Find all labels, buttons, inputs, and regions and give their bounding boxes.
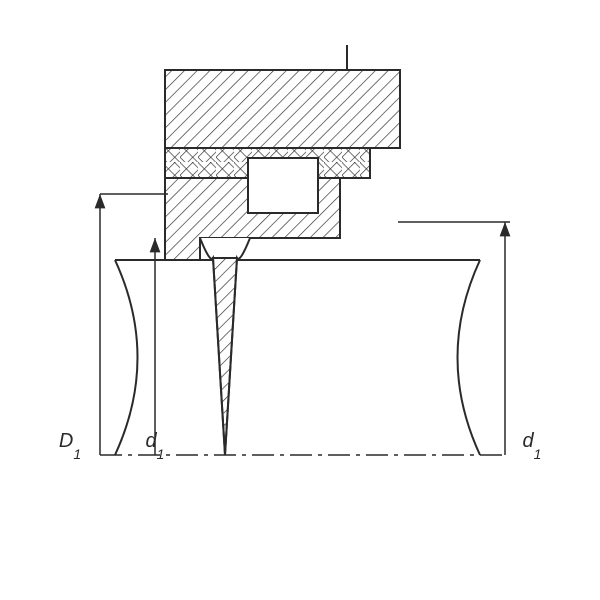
dimension-d1-right-label: d1 xyxy=(523,430,542,462)
break-arc-left xyxy=(115,260,138,455)
dimension-D1: D1 xyxy=(59,194,106,462)
outer-ring xyxy=(165,70,400,148)
dimension-d1-right: d1 xyxy=(500,222,542,462)
dimension-d1-left: d1 xyxy=(146,238,165,462)
break-arc-right xyxy=(458,260,481,455)
dimension-D1-label: D1 xyxy=(59,430,81,462)
bearing-cross-section: D1 d1 d1 xyxy=(0,0,600,600)
dimension-d1-left-label: d1 xyxy=(146,430,165,462)
roller xyxy=(248,158,318,213)
